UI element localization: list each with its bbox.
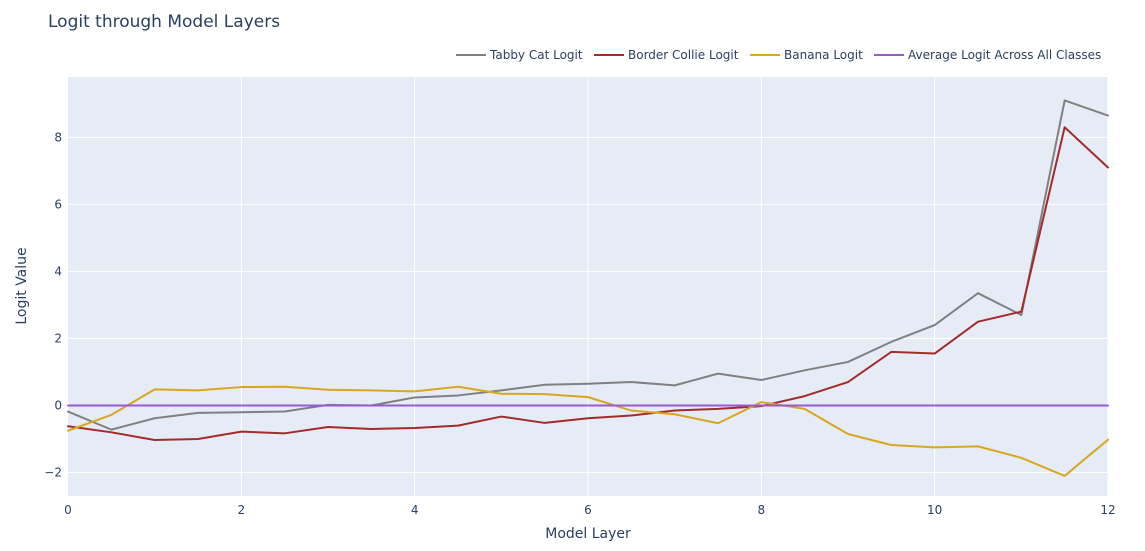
y-tick-label: −2 — [44, 466, 62, 480]
y-tick-label: 0 — [54, 398, 62, 412]
x-tick-label: 8 — [758, 503, 766, 517]
y-tick-labels: −2 0 2 4 6 8 — [44, 130, 62, 479]
x-tick-label: 0 — [64, 503, 72, 517]
legend-item-border-collie-logit[interactable]: Border Collie Logit — [594, 48, 739, 62]
y-tick-label: 2 — [54, 331, 62, 345]
y-tick-label: 6 — [54, 197, 62, 211]
grid-lines — [68, 77, 1109, 496]
legend-item-average-logit-across-all-classes[interactable]: Average Logit Across All Classes — [874, 48, 1101, 62]
x-tick-label: 6 — [584, 503, 592, 517]
x-tick-labels: 0 2 4 6 8 10 12 — [64, 503, 1115, 517]
y-axis-title: Logit Value — [14, 247, 30, 324]
series-lines — [67, 99, 1109, 477]
legend-item-tabby-cat-logit[interactable]: Tabby Cat Logit — [456, 48, 583, 62]
legend-item-banana-logit[interactable]: Banana Logit — [750, 48, 863, 62]
series-line-tabby-cat-logit[interactable] — [67, 99, 1109, 431]
legend-label: Banana Logit — [784, 48, 863, 62]
series-line-border-collie-logit[interactable] — [67, 126, 1109, 442]
x-tick-label: 12 — [1100, 503, 1115, 517]
legend[interactable]: Tabby Cat Logit Border Collie Logit Banana… — [456, 48, 1101, 62]
legend-label: Border Collie Logit — [628, 48, 739, 62]
x-axis-title: Model Layer — [545, 526, 631, 542]
y-tick-label: 4 — [54, 264, 62, 278]
y-tick-label: 8 — [54, 130, 62, 144]
series-line-banana-logit[interactable] — [67, 385, 1109, 477]
x-tick-label: 10 — [927, 503, 942, 517]
x-tick-label: 4 — [411, 503, 419, 517]
legend-label: Average Logit Across All Classes — [908, 48, 1101, 62]
chart-title: Logit through Model Layers — [48, 12, 280, 32]
x-tick-label: 2 — [238, 503, 246, 517]
legend-label: Tabby Cat Logit — [489, 48, 583, 62]
